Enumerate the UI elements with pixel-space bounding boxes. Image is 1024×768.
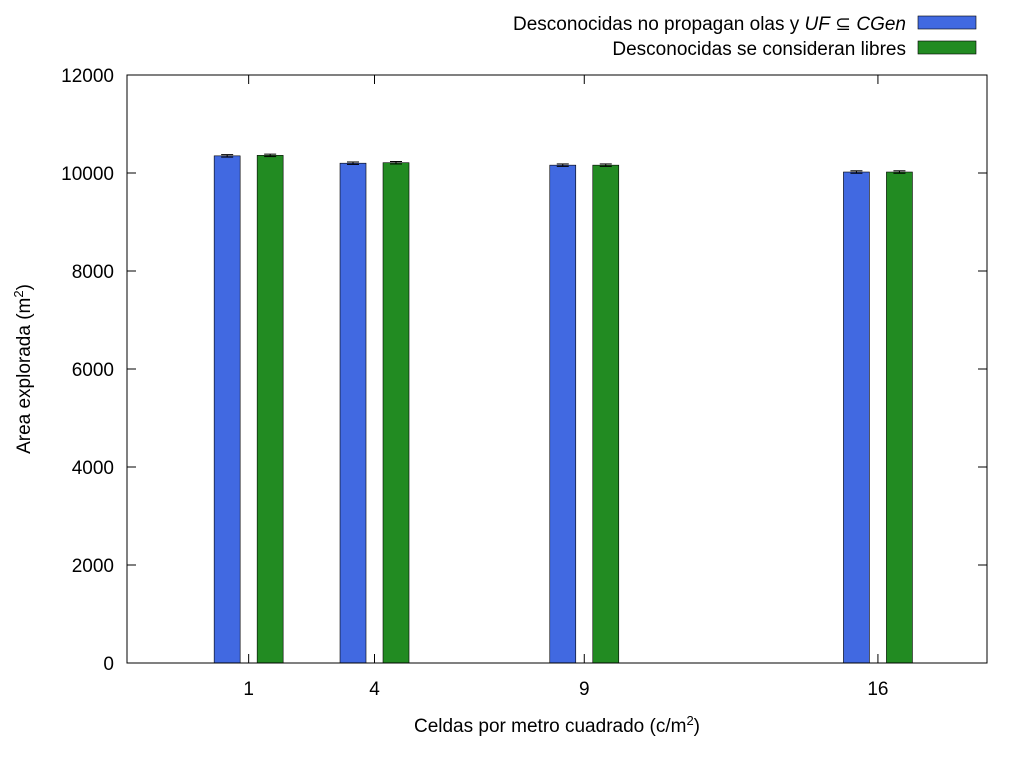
legend-swatch-series-1 — [917, 15, 977, 30]
ticks-layer: 0 2000 4000 6000 8000 10000 12000 1 4 9 16 — [61, 66, 987, 700]
legend-label-series-1: Desconocidas no propagan olas y UF ⊆ CGe… — [513, 14, 906, 35]
legend-label-series-2: Desconocidas se consideran libres — [612, 39, 906, 60]
bar-series-2-cat-4 — [382, 162, 410, 664]
error-bars-layer — [221, 153, 906, 174]
bar-series-1-cat-9 — [549, 164, 577, 664]
error-bar-series-1-cat-4 — [347, 161, 360, 165]
legend-swatch-series-2 — [917, 40, 977, 55]
error-bar-series-2-cat-4 — [390, 160, 403, 165]
y-tick-label: 2000 — [72, 556, 114, 577]
bar-series-1-cat-16 — [843, 171, 870, 664]
x-tick-label: 9 — [579, 679, 590, 700]
x-tick-label: 16 — [867, 679, 888, 700]
y-tick-label: 4000 — [72, 458, 114, 479]
bar-series-2-cat-9 — [592, 164, 620, 664]
bar-series-2-cat-1 — [256, 155, 284, 664]
bar-series-1-cat-4 — [339, 162, 367, 664]
error-bar-series-2-cat-16 — [893, 170, 906, 174]
error-bar-series-2-cat-1 — [264, 153, 277, 158]
bar-series-2-cat-16 — [886, 171, 913, 664]
error-bar-series-1-cat-1 — [221, 154, 234, 158]
y-tick-label: 12000 — [61, 66, 114, 87]
bar-series-1-cat-1 — [213, 155, 241, 664]
legend: Desconocidas no propagan olas y UF ⊆ CGe… — [513, 14, 977, 60]
y-tick-label: 10000 — [61, 164, 114, 185]
error-bar-series-1-cat-9 — [556, 163, 569, 167]
x-axis-label: Celdas por metro cuadrado (c/m2) — [414, 713, 700, 737]
y-axis-label: Area explorada (m2) — [11, 284, 35, 454]
bars-layer — [213, 155, 913, 664]
x-tick-label: 4 — [369, 679, 380, 700]
y-tick-label: 8000 — [72, 262, 114, 283]
y-tick-label: 6000 — [72, 360, 114, 381]
error-bar-series-2-cat-9 — [599, 163, 612, 167]
x-tick-label: 1 — [243, 679, 254, 700]
y-tick-label: 0 — [103, 654, 114, 675]
error-bar-series-1-cat-16 — [850, 170, 863, 174]
